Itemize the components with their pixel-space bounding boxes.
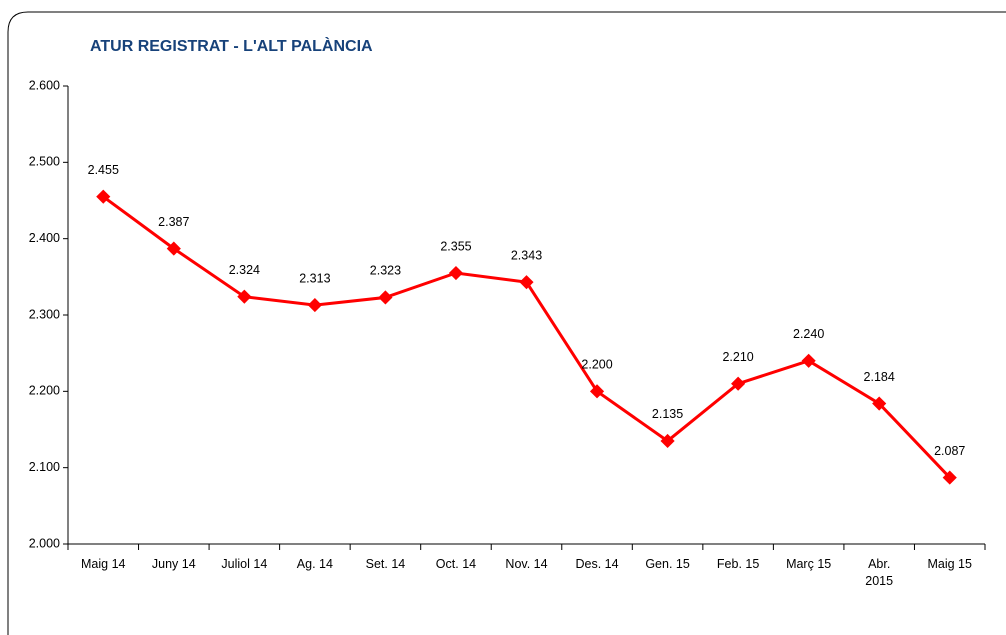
data-label: 2.210 bbox=[722, 350, 753, 364]
marker bbox=[942, 470, 957, 485]
x-tick-label: Maig 15 bbox=[927, 557, 972, 571]
x-tick-label: Juny 14 bbox=[151, 557, 196, 571]
chart-title: ATUR REGISTRAT - L'ALT PALÀNCIA bbox=[90, 36, 373, 55]
y-tick-label: 2.100 bbox=[29, 460, 60, 474]
data-label: 2.240 bbox=[793, 327, 824, 341]
x-tick-label: Juliol 14 bbox=[221, 557, 268, 571]
y-tick-label: 2.400 bbox=[29, 231, 60, 245]
y-tick-label: 2.300 bbox=[29, 307, 60, 321]
data-label: 2.200 bbox=[581, 358, 612, 372]
x-tick-label: Gen. 15 bbox=[645, 557, 690, 571]
x-tick-label: Maig 14 bbox=[81, 557, 126, 571]
data-label: 2.087 bbox=[934, 444, 965, 458]
frame bbox=[7, 11, 1006, 635]
marker bbox=[872, 396, 887, 411]
data-label: 2.343 bbox=[511, 248, 542, 262]
data-label: 2.323 bbox=[370, 264, 401, 278]
marker bbox=[519, 275, 534, 290]
data-label: 2.324 bbox=[229, 263, 260, 277]
x-tick-label: Març 15 bbox=[786, 557, 832, 571]
marker bbox=[307, 298, 322, 313]
x-tick-label: Abr. 2015 bbox=[865, 557, 894, 588]
data-label: 2.455 bbox=[88, 163, 119, 177]
y-tick-label: 2.600 bbox=[29, 78, 60, 92]
y-tick-label: 2.500 bbox=[29, 155, 60, 169]
marker bbox=[801, 353, 816, 368]
x-tick-label: Set. 14 bbox=[365, 557, 406, 571]
y-tick-label: 2.200 bbox=[29, 384, 60, 398]
x-tick-label: Oct. 14 bbox=[435, 557, 477, 571]
marker bbox=[448, 265, 464, 281]
x-tick-label: Ag. 14 bbox=[296, 557, 333, 571]
marker bbox=[166, 241, 181, 256]
y-tick-label: 2.000 bbox=[29, 536, 60, 550]
x-tick-label: Nov. 14 bbox=[505, 557, 548, 571]
data-label: 2.387 bbox=[158, 215, 189, 229]
marker bbox=[589, 384, 605, 399]
marker bbox=[378, 290, 393, 305]
marker bbox=[237, 289, 252, 304]
data-label: 2.135 bbox=[652, 407, 683, 421]
x-tick-label: Feb. 15 bbox=[716, 557, 760, 571]
x-tick-label: Des. 14 bbox=[575, 557, 619, 571]
marker bbox=[731, 376, 746, 391]
marker bbox=[660, 433, 675, 449]
data-label: 2.184 bbox=[864, 370, 895, 384]
data-label: 2.313 bbox=[299, 271, 330, 285]
data-label: 2.355 bbox=[440, 239, 471, 253]
